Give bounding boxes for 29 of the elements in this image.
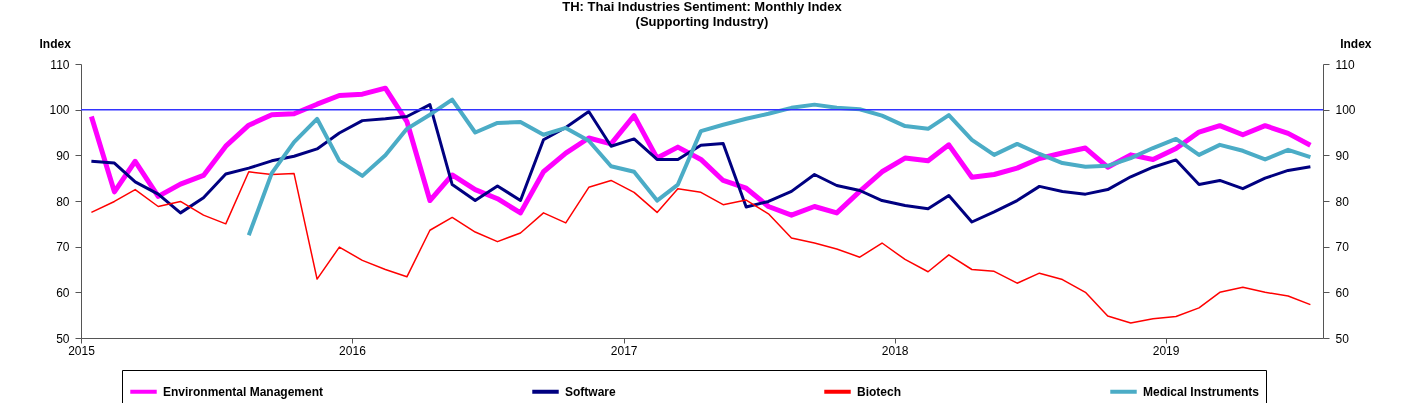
legend-label: Biotech <box>857 384 902 399</box>
x-tick-label: 2015 <box>68 343 96 358</box>
y-tick-label: 70 <box>56 240 70 255</box>
y-tick-label: 110 <box>50 57 70 72</box>
y-tick-label: 90 <box>56 148 70 163</box>
x-tick-label: 2016 <box>339 343 367 358</box>
y2-tick-label: 100 <box>1335 103 1356 118</box>
legend-label: Environmental Management <box>163 384 324 399</box>
y2-tick-label: 70 <box>1335 240 1350 255</box>
x-tick-label: 2017 <box>610 343 638 358</box>
y-tick-label: 50 <box>56 331 70 346</box>
y-tick-label: 100 <box>49 103 70 118</box>
y-tick-label: 60 <box>56 285 70 300</box>
y2-axis-title: Index <box>1340 36 1372 51</box>
chart-title: TH: Thai Industries Sentiment: Monthly Index (Supporting Industry) <box>562 0 843 29</box>
line-series <box>90 171 1312 324</box>
y2-tick-label: 110 <box>1335 57 1355 72</box>
y2-tick-label: 90 <box>1335 148 1350 163</box>
y2-tick-label: 80 <box>1335 194 1350 209</box>
legend-label: Software <box>565 384 616 399</box>
line-series <box>246 97 1313 238</box>
x-tick-label: 2018 <box>881 343 909 358</box>
y-tick-label: 80 <box>56 194 70 209</box>
y2-tick-label: 50 <box>1335 331 1350 346</box>
x-tick-label: 2019 <box>1152 343 1180 358</box>
y2-tick-label: 60 <box>1335 285 1350 300</box>
legend-label: Medical Instruments <box>1143 384 1260 399</box>
y-axis-title: Index <box>39 36 72 51</box>
line-series <box>89 103 1312 224</box>
